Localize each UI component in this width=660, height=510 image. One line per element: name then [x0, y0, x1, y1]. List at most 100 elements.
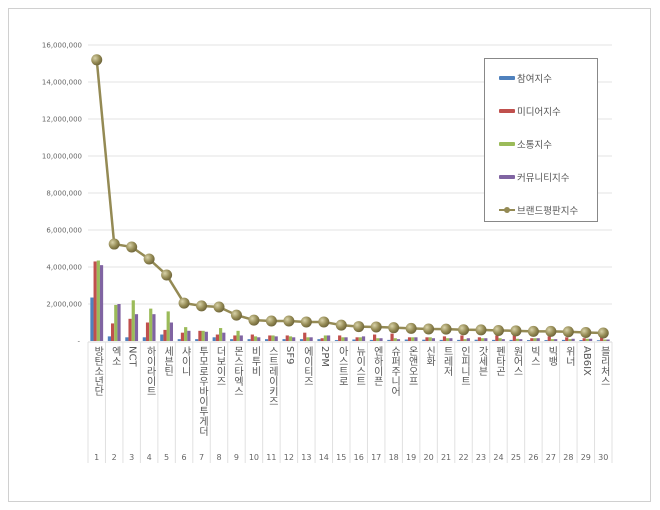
bar-2-16: [358, 337, 362, 341]
bar-0-22: [457, 339, 461, 341]
x-category-label: 뉴이스트: [353, 346, 365, 386]
x-category-label: 방탄소년단: [91, 346, 103, 396]
brand-point-27: [545, 325, 557, 337]
bar-1-24: [495, 335, 499, 341]
bar-1-19: [407, 337, 412, 341]
x-rank-label: 6: [182, 453, 187, 462]
brand-point-1: [91, 54, 103, 66]
bar-2-10: [253, 336, 258, 341]
brand-point-2: [108, 238, 120, 250]
bar-2-14: [323, 335, 327, 341]
brand-point-13: [300, 316, 312, 328]
bar-0-15: [334, 340, 339, 341]
legend-swatch: [499, 76, 515, 80]
bar-2-27: [550, 339, 555, 341]
bar-0-16: [352, 339, 356, 341]
bar-1-8: [215, 334, 219, 341]
brand-point-30: [597, 327, 609, 339]
brand-point-28: [562, 326, 574, 338]
x-rank-label: 26: [528, 453, 538, 462]
x-category-label: 위너: [563, 346, 575, 366]
bar-1-16: [355, 337, 359, 341]
bar-3-5: [169, 322, 173, 341]
bar-1-1: [93, 261, 97, 341]
bar-3-26: [536, 338, 540, 341]
bar-3-30: [606, 339, 610, 341]
bar-1-23: [477, 337, 481, 341]
bar-0-26: [527, 340, 531, 341]
x-rank-label: 15: [336, 453, 346, 462]
bar-1-27: [547, 336, 551, 341]
brand-point-9: [230, 309, 242, 321]
x-category-label: 샤이니: [179, 346, 191, 376]
x-rank-label: 4: [147, 453, 152, 462]
x-category-label: 슈퍼주니어: [388, 346, 400, 396]
brand-point-23: [475, 324, 487, 336]
x-category-label: 빅뱅: [545, 346, 557, 366]
bar-2-22: [463, 339, 467, 341]
x-rank-label: 18: [389, 453, 399, 462]
x-rank-label: 29: [581, 453, 591, 462]
x-rank-label: 20: [424, 453, 434, 462]
x-rank-label: 2: [112, 453, 117, 462]
bar-2-21: [446, 338, 450, 341]
bar-0-21: [439, 339, 443, 341]
legend-swatch: [499, 175, 515, 179]
bar-3-24: [501, 339, 505, 341]
legend-item: 커뮤니티지수: [499, 170, 569, 184]
y-tick-label: 6,000,000: [46, 227, 82, 235]
brand-point-11: [265, 315, 277, 327]
bar-3-18: [396, 339, 401, 341]
bar-1-3: [128, 318, 132, 341]
y-tick-label: -: [77, 338, 80, 346]
bar-0-29: [579, 340, 583, 341]
x-category-label: NCT: [126, 346, 138, 367]
bar-3-11: [274, 336, 278, 341]
x-rank-label: 23: [476, 453, 486, 462]
x-rank-label: 9: [234, 453, 239, 462]
x-category-label: 더보이즈: [214, 346, 225, 386]
x-category-label: 스트레이키즈: [266, 346, 278, 406]
bar-0-24: [492, 339, 496, 341]
bar-3-20: [431, 338, 435, 341]
brand-point-10: [248, 314, 260, 326]
x-rank-label: 5: [164, 453, 169, 462]
x-rank-label: 19: [406, 453, 416, 462]
x-category-label: 하이라이트: [144, 346, 156, 396]
bar-1-25: [512, 335, 516, 341]
bar-1-18: [390, 333, 394, 341]
brand-point-7: [196, 300, 208, 312]
bar-3-7: [204, 331, 208, 341]
bar-2-28: [568, 339, 572, 341]
y-tick-label: 2,000,000: [46, 301, 82, 309]
x-category-label: 2PM: [318, 346, 330, 368]
brand-point-19: [405, 322, 417, 334]
bar-0-30: [596, 340, 601, 341]
x-rank-label: 17: [371, 453, 381, 462]
bar-1-9: [233, 335, 237, 341]
x-rank-label: 22: [458, 453, 468, 462]
brand-point-6: [178, 297, 190, 309]
bar-2-1: [96, 260, 100, 341]
bar-3-9: [239, 335, 243, 341]
bar-0-28: [561, 339, 566, 341]
x-category-label: 블리처스: [598, 346, 610, 386]
bar-0-23: [474, 339, 478, 341]
x-category-label: 빅스: [528, 346, 540, 366]
brand-point-15: [335, 319, 347, 331]
bar-1-12: [285, 335, 289, 341]
brand-point-16: [353, 321, 365, 333]
x-rank-label: 12: [284, 453, 294, 462]
legend: 참여지수 미디어지수 소통지수 커뮤니티지수 브랜드평판지수: [484, 58, 598, 222]
brand-point-5: [161, 269, 173, 281]
bar-3-12: [292, 337, 296, 341]
bar-2-24: [498, 338, 502, 341]
bar-0-25: [509, 339, 513, 341]
bar-3-10: [257, 337, 261, 341]
bar-0-2: [107, 336, 111, 341]
bar-1-15: [338, 335, 342, 341]
x-category-label: 신화: [423, 346, 435, 366]
bar-2-30: [603, 339, 607, 341]
bar-3-16: [361, 336, 366, 341]
bar-2-17: [376, 338, 380, 341]
